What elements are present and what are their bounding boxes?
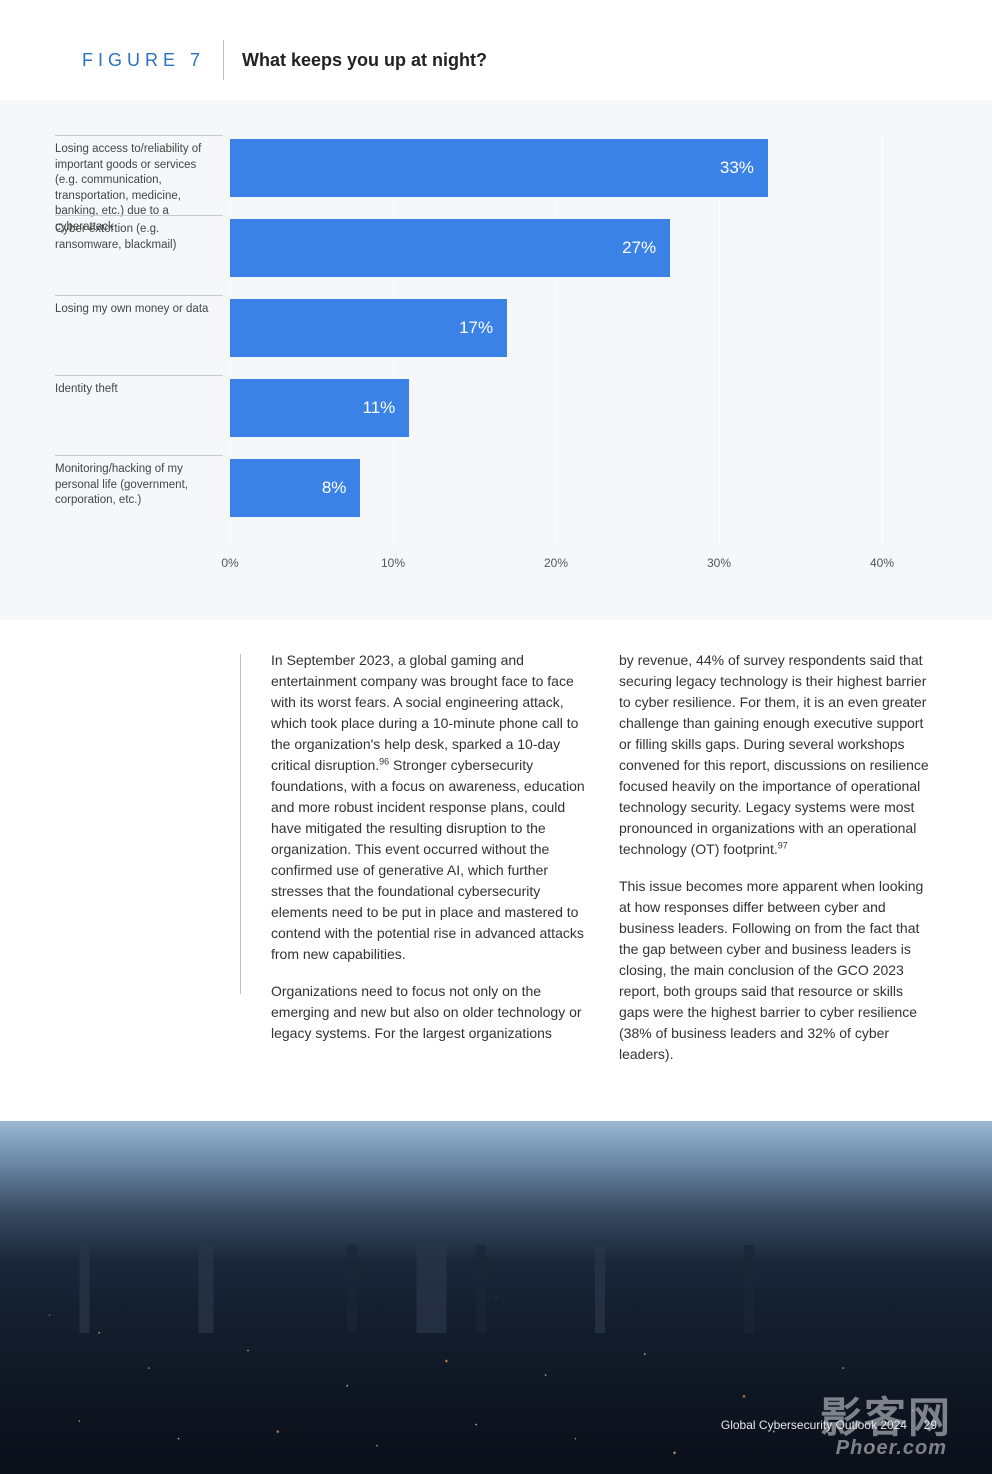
body-para: Stronger cybersecurity foundations, with… (271, 757, 585, 962)
bar: 27% (230, 219, 670, 277)
x-axis-tick: 40% (870, 556, 894, 570)
text-column-1: In September 2023, a global gaming and e… (271, 650, 589, 1081)
footnote-ref: 96 (379, 756, 389, 766)
bar-label: Losing my own money or data (55, 295, 223, 318)
bar-label: Monitoring/hacking of my personal life (… (55, 455, 223, 509)
gridline (882, 135, 883, 545)
bar-chart: 0% 10% 20% 30% 40% Losing access to/reliabil… (55, 135, 937, 575)
hero-image: 影客网 Phoer.com Global Cybersecurity Outlo… (0, 1121, 992, 1474)
body-text: In September 2023, a global gaming and e… (0, 620, 992, 1121)
bar-label: Cyber extortion (e.g. ransomware, blackm… (55, 215, 223, 253)
chart-container: 0% 10% 20% 30% 40% Losing access to/reliabil… (0, 100, 992, 620)
bar-row: Monitoring/hacking of my personal life (… (230, 455, 882, 517)
bar-row: Losing my own money or data17% (230, 295, 882, 357)
bar: 11% (230, 379, 409, 437)
figure-title: What keeps you up at night? (242, 50, 487, 71)
page-footer: Global Cybersecurity Outlook 2024 29 (721, 1418, 937, 1432)
bar-row: Cyber extortion (e.g. ransomware, blackm… (230, 215, 882, 277)
bar-value: 27% (622, 238, 656, 258)
footnote-ref: 97 (778, 840, 788, 850)
x-axis-tick: 10% (381, 556, 405, 570)
bar-row: Losing access to/reliability of importan… (230, 135, 882, 197)
bar-value: 8% (322, 478, 347, 498)
body-para: by revenue, 44% of survey respondents sa… (619, 652, 929, 857)
bar-row: Identity theft11% (230, 375, 882, 437)
bar-value: 17% (459, 318, 493, 338)
figure-header: FIGURE 7 What keeps you up at night? (0, 0, 992, 100)
x-axis-tick: 20% (544, 556, 568, 570)
bar: 17% (230, 299, 507, 357)
body-para: In September 2023, a global gaming and e… (271, 652, 578, 773)
bar: 8% (230, 459, 360, 517)
bar: 33% (230, 139, 768, 197)
bar-value: 33% (720, 158, 754, 178)
body-para: This issue becomes more apparent when lo… (619, 876, 937, 1065)
body-divider (240, 654, 241, 994)
x-axis-tick: 0% (221, 556, 238, 570)
x-axis-tick: 30% (707, 556, 731, 570)
text-column-2: by revenue, 44% of survey respondents sa… (619, 650, 937, 1081)
bar-value: 11% (363, 398, 396, 418)
bar-label: Identity theft (55, 375, 223, 398)
header-divider (223, 40, 224, 80)
footer-title: Global Cybersecurity Outlook 2024 (721, 1418, 907, 1432)
figure-label: FIGURE 7 (50, 50, 205, 71)
bars-layer: Losing access to/reliability of importan… (230, 135, 882, 545)
footer-page-number: 29 (924, 1418, 937, 1432)
body-para: Organizations need to focus not only on … (271, 981, 589, 1044)
watermark-url: Phoer.com (836, 1437, 947, 1460)
